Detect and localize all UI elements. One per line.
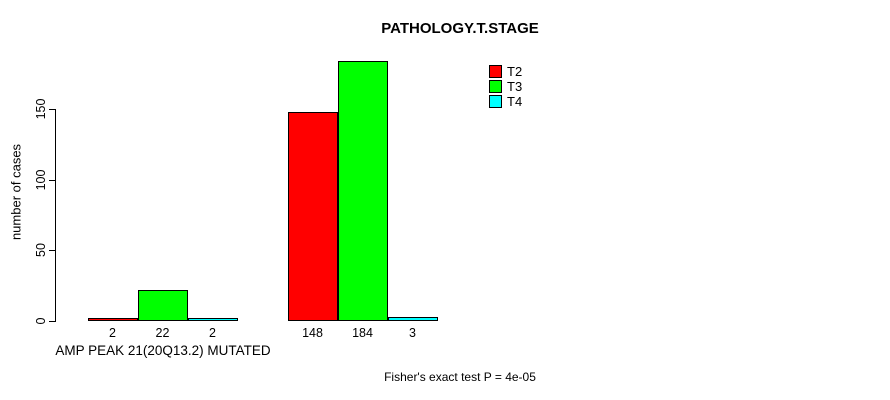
- y-axis-tick-label: 0: [34, 317, 48, 325]
- footnote-pvalue: Fisher's exact test P = 4e-05: [384, 370, 536, 384]
- y-axis-tick: [49, 179, 55, 181]
- y-axis-tick-label: 50: [34, 243, 48, 258]
- x-axis-label: AMP PEAK 21(20Q13.2) MUTATED: [55, 343, 271, 358]
- bar-t2-group1: [87, 318, 138, 321]
- bar-value-label: 22: [155, 326, 170, 340]
- bar-value-label: 148: [302, 326, 323, 340]
- y-axis-line: [55, 109, 56, 322]
- bar-value-label: 184: [352, 326, 373, 340]
- y-axis-tick-label: 100: [34, 169, 48, 191]
- y-axis-tick-label: 150: [34, 98, 48, 120]
- bar-t4-group1: [187, 318, 238, 321]
- legend-swatch-t4: [489, 95, 502, 108]
- legend-swatch-t3: [489, 80, 502, 93]
- bar-t3-group1: [137, 289, 188, 321]
- bar-t4-group2: [387, 316, 438, 321]
- bar-value-label: 3: [409, 326, 416, 340]
- y-axis-tick: [49, 250, 55, 252]
- bar-t2-group2: [287, 111, 338, 321]
- bar-t3-group2: [337, 60, 388, 321]
- y-axis-tick: [49, 109, 55, 110]
- bar-value-label: 2: [109, 326, 116, 340]
- y-axis-tick: [49, 321, 55, 322]
- legend-label-t2: T2: [507, 64, 523, 79]
- legend-label-t3: T3: [507, 79, 523, 94]
- chart-title: PATHOLOGY.T.STAGE: [381, 20, 539, 37]
- legend-swatch-t2: [489, 65, 502, 78]
- bar-value-label: 2: [209, 326, 216, 340]
- legend-label-t4: T4: [507, 94, 523, 109]
